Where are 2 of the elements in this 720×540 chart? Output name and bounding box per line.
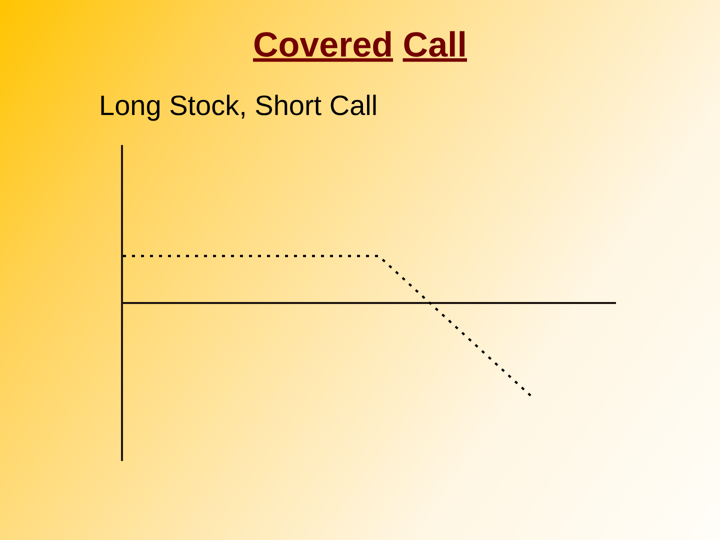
chart-subtitle: Long Stock, Short Call	[99, 90, 378, 121]
chart-title: Covered Call	[253, 25, 467, 64]
